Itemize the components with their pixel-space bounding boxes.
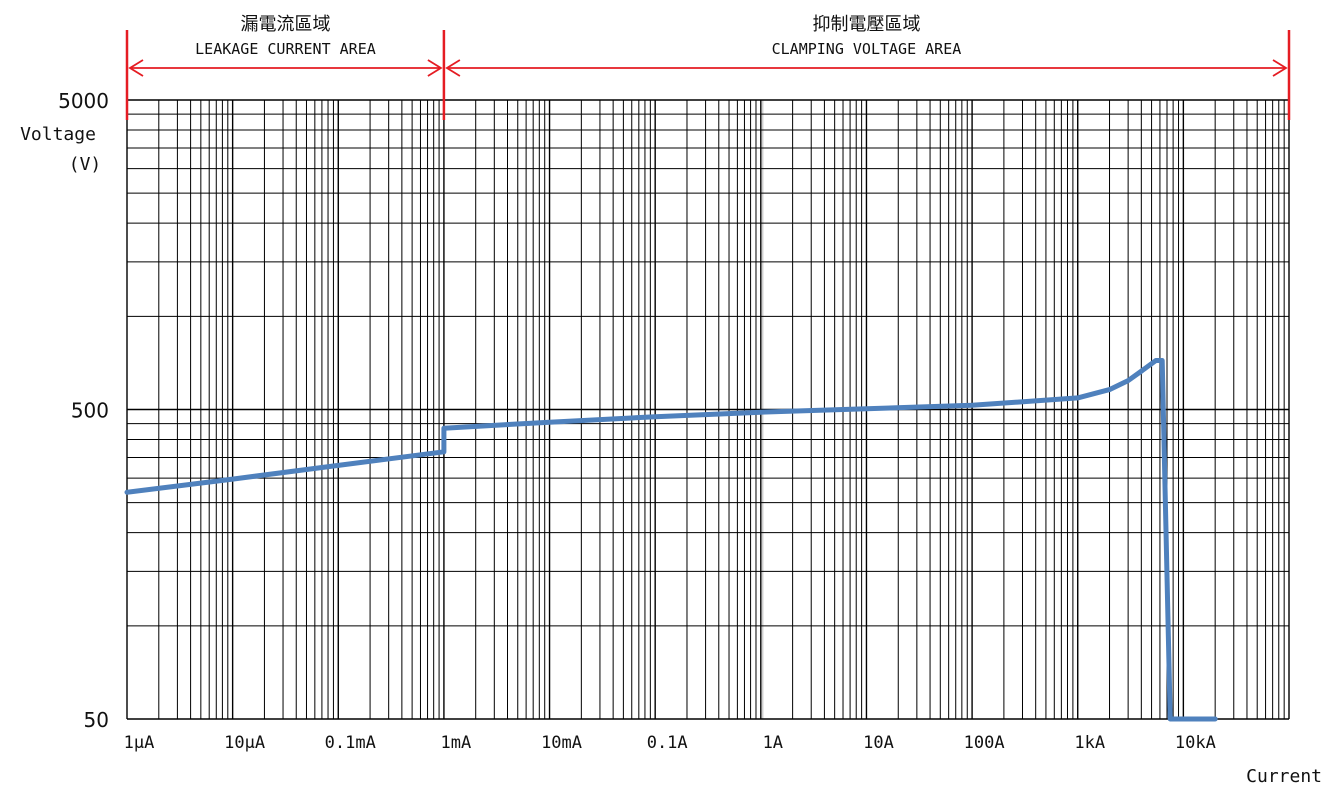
y-tick-labels: 50 500 5000: [58, 89, 109, 732]
x-tick-label: 10kA: [1175, 733, 1216, 753]
x-tick-label: 10A: [863, 733, 894, 753]
x-tick-label: 1A: [763, 733, 783, 753]
x-tick-label: 10mA: [541, 733, 582, 753]
x-tick-label: 10μA: [224, 733, 265, 753]
y-tick-label: 500: [71, 399, 109, 423]
region-label-zh: 抑制電壓區域: [812, 14, 920, 35]
chart-grid: [126, 99, 1290, 720]
region-arrowhead-right: [427, 59, 443, 77]
region-markers: 漏電流區域 LEAKAGE CURRENT AREA 抑制電壓區域 CLAMPING …: [125, 14, 1291, 120]
x-axis-label: Current: [1246, 766, 1322, 786]
region-label-en: CLAMPING VOLTAGE AREA: [772, 40, 962, 58]
region-arrowhead-left: [128, 59, 144, 77]
y-axis-label-line1: Voltage: [20, 124, 96, 145]
x-tick-label: 0.1A: [647, 733, 688, 753]
region-arrowhead-left: [445, 59, 461, 77]
x-tick-labels: 1μA 10μA 0.1mA 1mA 10mA 0.1A 1A 10A 100A 1kA 10kA: [124, 733, 1216, 753]
x-tick-label: 0.1mA: [325, 733, 376, 753]
y-tick-label: 50: [84, 708, 109, 732]
x-tick-label: 1kA: [1074, 733, 1105, 753]
x-tick-label: 100A: [964, 733, 1005, 753]
region-label-en: LEAKAGE CURRENT AREA: [195, 40, 376, 58]
y-axis-label-line2: (V): [69, 154, 102, 175]
series-line: [124, 358, 1218, 722]
region-label-zh: 漏電流區域: [240, 14, 330, 35]
x-tick-label: 1μA: [124, 733, 155, 753]
y-tick-label: 5000: [58, 89, 109, 113]
series-layer: [124, 358, 1218, 722]
x-tick-label: 1mA: [441, 733, 472, 753]
region-arrowhead-right: [1272, 59, 1288, 77]
